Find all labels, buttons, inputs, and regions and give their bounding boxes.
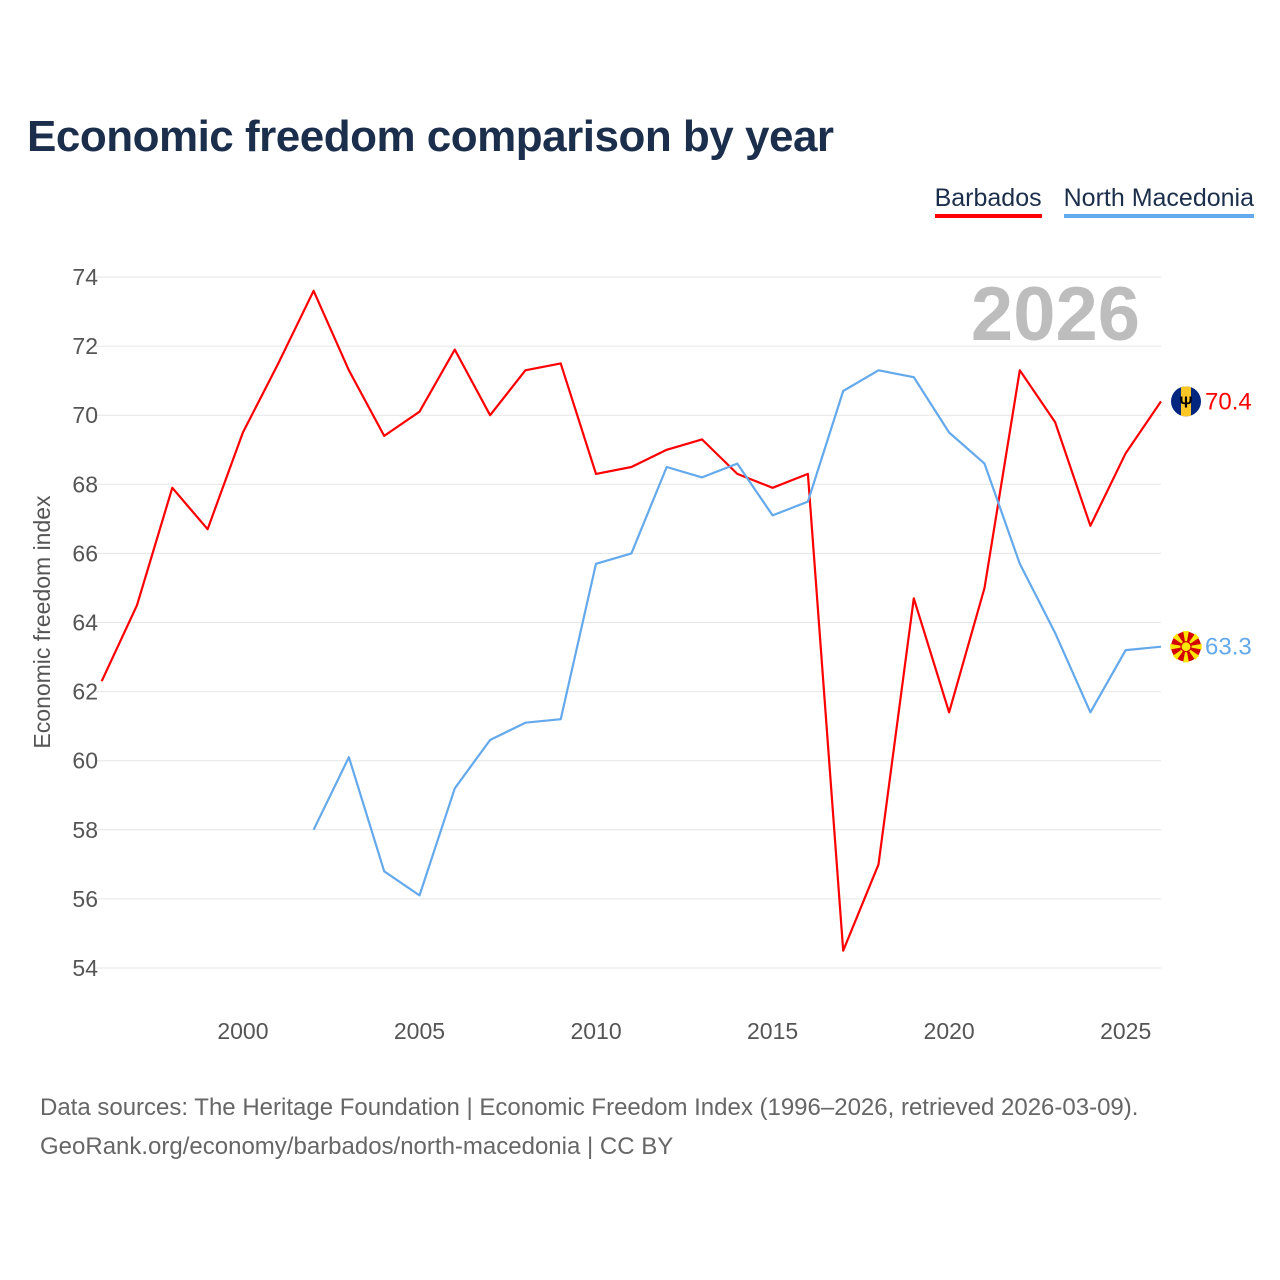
end-value-label: 70.4 [1205, 388, 1252, 415]
y-tick-label: 74 [72, 264, 98, 290]
y-axis-label: Economic freedom index [29, 495, 55, 749]
svg-text:Ψ: Ψ [1180, 394, 1193, 411]
series-line-north-macedonia[interactable] [312, 369, 1162, 897]
y-tick-label: 56 [72, 886, 98, 912]
y-tick-label: 66 [72, 540, 98, 566]
end-value-label: 63.3 [1205, 634, 1252, 661]
legend: Barbados North Macedonia [934, 184, 1254, 218]
x-tick-label: 2010 [570, 1018, 621, 1044]
y-tick-label: 58 [72, 817, 98, 843]
y-tick-label: 62 [72, 679, 98, 705]
line-chart: 54 56 58 60 62 64 66 68 70 72 74 2000 2005 2010 2015 20… [29, 264, 1252, 1044]
y-tick-label: 70 [72, 402, 98, 428]
year-watermark: 2026 [971, 272, 1140, 357]
legend-north-macedonia[interactable]: North Macedonia [1063, 184, 1254, 218]
source-note: Data sources: The Heritage Foundation | … [40, 1088, 1138, 1166]
x-tick-label: 2015 [747, 1018, 798, 1044]
source-line-2[interactable]: GeoRank.org/economy/barbados/north-maced… [40, 1133, 674, 1160]
y-tick-label: 64 [72, 610, 98, 636]
barbados-flag-icon: Ψ [1171, 386, 1201, 417]
x-tick-label: 2000 [217, 1018, 268, 1044]
x-tick-label: 2005 [394, 1018, 445, 1044]
chart-title: Economic freedom comparison by year [27, 112, 834, 161]
y-tick-label: 60 [72, 748, 98, 774]
y-tick-label: 68 [72, 471, 98, 497]
y-tick-label: 72 [72, 333, 98, 359]
series-line-barbados[interactable] [100, 289, 1162, 952]
y-tick-label: 54 [72, 955, 98, 981]
north-macedonia-flag-icon [1170, 630, 1202, 663]
x-tick-label: 2020 [924, 1018, 975, 1044]
legend-barbados[interactable]: Barbados [934, 184, 1042, 218]
source-line-1: Data sources: The Heritage Foundation | … [40, 1094, 1139, 1121]
x-tick-label: 2025 [1100, 1018, 1151, 1044]
